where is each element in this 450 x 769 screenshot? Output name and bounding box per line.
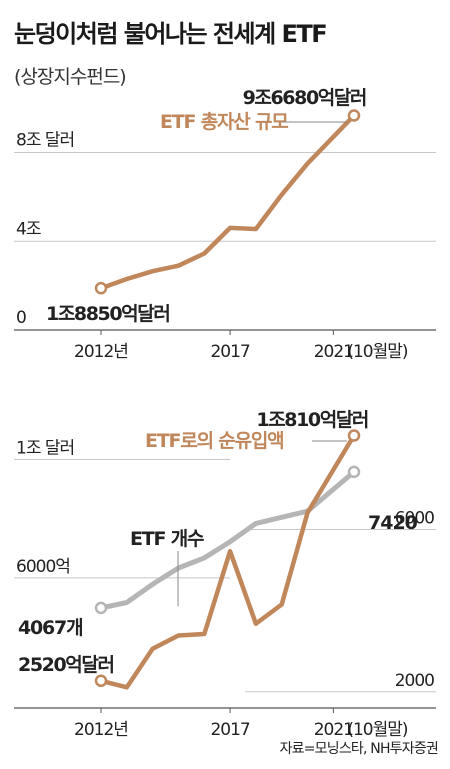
c2-inflow-end-value-label: 1조810억달러 [256, 409, 368, 431]
c2-count-series-line [100, 469, 356, 611]
c2-left-tick-label: 6000억 [16, 557, 70, 577]
c1-series-label: ETF 총자산 규모 [160, 111, 288, 133]
c2-inflow-start-value-label-halo: 2520억달러 [18, 654, 114, 676]
c2-right-tick-label: 2000 [395, 671, 434, 691]
page-title: 눈덩이처럼 불어나는 전세계 ETF [14, 20, 328, 48]
c2-count-end-value-label: 7420 [368, 512, 418, 534]
c1-end-value-label: 9조6680억달러 [243, 87, 366, 109]
c2-count-start-point [94, 601, 108, 615]
c2-x-end-label: (10월말) [347, 720, 408, 740]
c2-inflow-end-point [347, 429, 361, 442]
c1-series-line [100, 113, 356, 291]
c1-x-tick-label: 2012년 [74, 342, 128, 362]
c1-y-tick-label: 0 [16, 308, 26, 328]
c1-x-tick-label: 2021 [314, 342, 353, 362]
c1-start-value-label-halo: 1조8850억달러 [46, 303, 169, 325]
c2-inflow-series-label: ETF로의 순유입액 [145, 430, 283, 452]
source-note: 자료=모닝스타, NH투자증권 [279, 741, 439, 757]
c2-count-end-point [347, 465, 361, 479]
c1-y-tick-label: 4조 [16, 219, 41, 239]
c2-inflow-start-point [94, 674, 108, 688]
c2-count-start-value-label-halo: 4067개 [18, 617, 82, 639]
c1-x-tick-label: 2017 [210, 342, 249, 362]
c2-inflow-start-value-label: 2520억달러 [18, 654, 114, 676]
c1-y-tick-label: 8조 달러 [16, 131, 74, 151]
page-subtitle: (상장지수펀드) [14, 66, 127, 88]
c1-start-value-label: 1조8850억달러 [46, 303, 169, 325]
c2-left-tick-label: 1조 달러 [16, 439, 74, 459]
c2-count-series-label: ETF 개수 [130, 528, 204, 550]
c2-x-tick-label: 2017 [210, 720, 249, 740]
c2-count-start-value-label: 4067개 [18, 617, 82, 639]
c2-inflow-series-line [100, 434, 356, 690]
c1-end-point [347, 109, 361, 122]
c2-x-tick-label: 2012년 [74, 720, 128, 740]
c2-x-tick-label: 2021 [314, 720, 353, 740]
c2-right-tick-label: 6000 [395, 508, 434, 528]
c1-x-end-label: (10월말) [347, 342, 408, 362]
c1-start-point [94, 281, 108, 295]
